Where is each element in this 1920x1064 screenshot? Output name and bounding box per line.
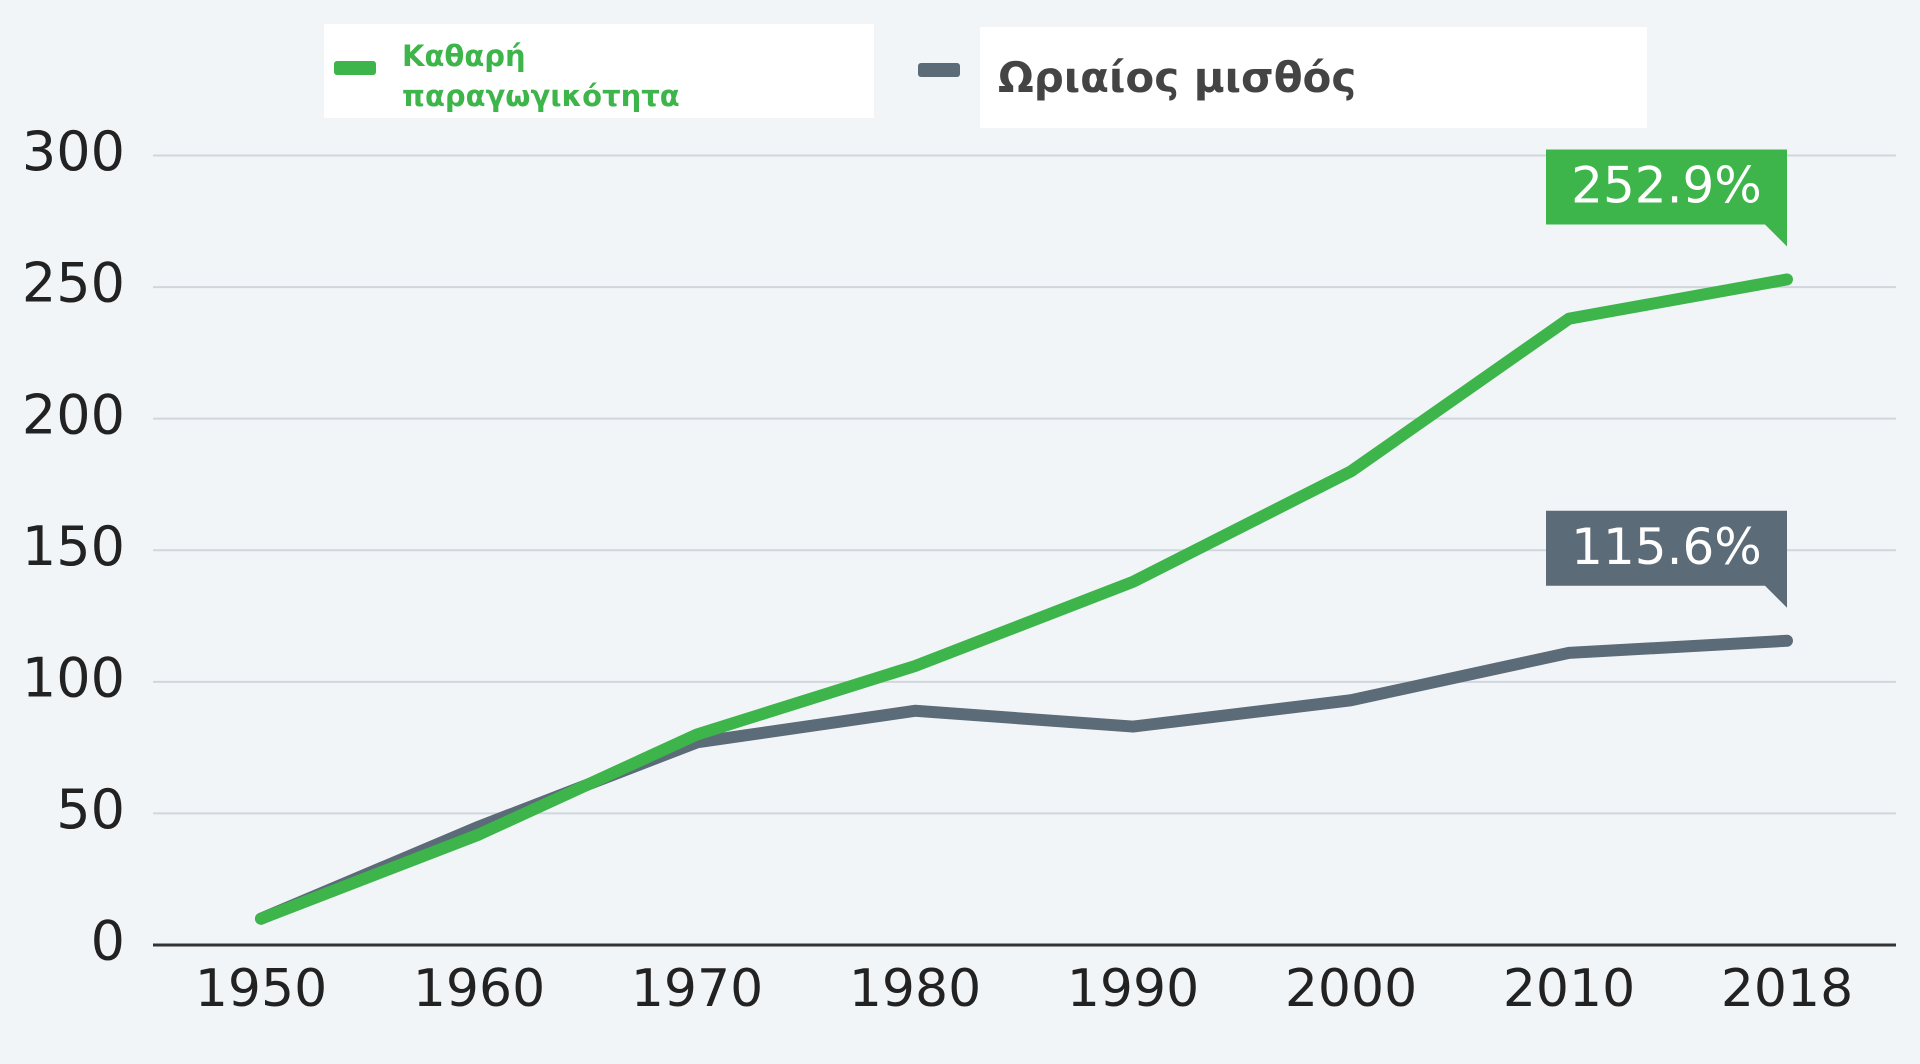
y-tick-label: 300 [22,120,125,183]
legend-label: Καθαρή παραγωγικότητα [402,39,680,113]
x-tick-label: 2018 [1721,959,1853,1019]
legend-entry: Ωριαίος μισθός [980,27,1647,128]
legend-swatch [334,61,376,75]
label-box [1546,149,1787,247]
value-label: 115.6% [1571,518,1762,576]
legend-swatch [918,63,960,77]
x-tick-label: 1980 [849,959,981,1019]
x-tick-label: 1950 [195,959,327,1019]
x-tick-label: 1970 [631,959,763,1019]
x-tick-label: 2010 [1503,959,1635,1019]
y-tick-label: 0 [91,910,125,973]
legend-entry: Καθαρή παραγωγικότητα [324,24,874,118]
x-tick-label: 1960 [413,959,545,1019]
legend-label: Ωριαίος μισθός [998,53,1357,102]
x-tick-label: 2000 [1285,959,1417,1019]
y-tick-label: 250 [22,252,125,315]
y-tick-label: 100 [22,646,125,709]
value-label: 252.9% [1571,156,1762,214]
y-tick-label: 150 [22,515,125,578]
y-tick-label: 200 [22,383,125,446]
y-tick-label: 50 [56,778,125,841]
label-box [1546,510,1787,608]
line [255,273,1793,925]
x-tick-label: 1990 [1067,959,1199,1019]
